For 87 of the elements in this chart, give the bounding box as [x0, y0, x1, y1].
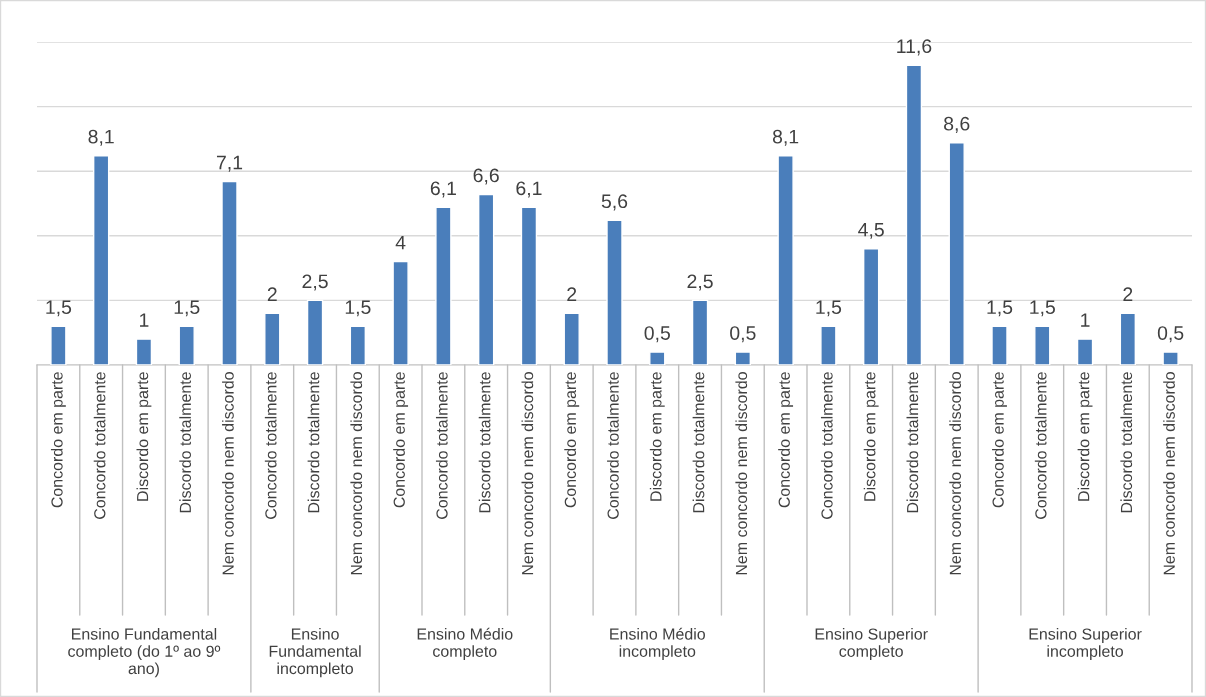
x-tick-label: Concordo em parte	[50, 372, 66, 508]
data-label: 2,5	[687, 274, 713, 291]
bar	[221, 180, 238, 365]
x-tick-label: Discordo totalmente	[1120, 372, 1133, 513]
data-label: 2	[567, 287, 577, 301]
bar	[563, 312, 580, 365]
bar	[948, 142, 965, 365]
x-tick-label: Discordo totalmente	[478, 372, 491, 513]
data-label: 2	[267, 287, 277, 301]
bar	[1119, 312, 1137, 365]
data-label: 1,5	[46, 300, 72, 317]
bar	[1076, 338, 1094, 365]
bar	[606, 219, 623, 365]
bar	[135, 338, 153, 365]
bar	[520, 206, 538, 365]
data-label: 0,5	[1157, 326, 1184, 343]
x-tick-label: Discordo totalmente	[906, 372, 919, 513]
x-tick-label: Concordo totalmente	[820, 372, 833, 519]
x-tick-label: Nem concordo nem discordo	[735, 372, 748, 575]
bar	[820, 325, 837, 365]
x-tick-label: Concordo em parte	[778, 372, 794, 508]
x-tick-label: Concordo totalmente	[93, 372, 106, 519]
bar	[991, 325, 1008, 365]
bar	[477, 193, 495, 365]
x-tick-label: Discordo totalmente	[307, 372, 320, 513]
x-tick-label: Concordo em parte	[564, 372, 580, 508]
bar	[435, 206, 452, 365]
text: Ensino Superior incompleto	[1029, 628, 1142, 661]
x-tick-label: Discordo em parte	[863, 372, 879, 501]
data-label: 5,6	[601, 194, 628, 211]
data-label: 6,6	[473, 168, 499, 185]
data-label: 8,1	[88, 129, 114, 146]
x-tick-label: Concordo totalmente	[607, 372, 619, 519]
data-label: 11,6	[897, 39, 932, 56]
bar	[349, 325, 367, 365]
data-label: 8,6	[944, 116, 970, 133]
data-label: 2	[1123, 287, 1133, 301]
x-tick-label: Concordo totalmente	[264, 372, 277, 519]
bar	[905, 64, 923, 365]
data-label: 1,5	[174, 300, 200, 317]
data-label: 6,1	[516, 181, 542, 198]
data-label: 1,5	[1030, 300, 1055, 317]
x-tick-label: Concordo em parte	[992, 372, 1007, 508]
data-label: 4	[395, 235, 406, 250]
data-label: 1,5	[345, 300, 371, 317]
bar	[50, 325, 67, 365]
x-tick-label: Nem concordo nem discordo	[350, 372, 363, 575]
x-tick-label: Concordo totalmente	[1034, 372, 1047, 519]
x-tick-label: Concordo em parte	[393, 372, 409, 508]
x-tick-label: Discordo totalmente	[179, 372, 192, 513]
data-label: 8,1	[772, 129, 799, 146]
data-label: 1	[140, 313, 149, 327]
bar	[649, 351, 666, 365]
data-label: 6,1	[430, 181, 456, 198]
bar	[691, 299, 709, 365]
data-label: 7,1	[216, 155, 243, 172]
x-tick-label: Discordo em parte	[1077, 372, 1093, 501]
bar	[178, 325, 195, 365]
x-tick-label: Discordo em parte	[649, 372, 665, 501]
x-tick-label: Discordo em parte	[136, 372, 152, 501]
bar	[306, 299, 324, 365]
data-label: 0,5	[730, 326, 756, 343]
text: Ensino Fundamental incompleto	[269, 628, 361, 678]
bar	[392, 260, 409, 365]
bar	[734, 351, 752, 365]
data-label: 4,5	[858, 222, 884, 239]
text: Ensino Superior completo	[815, 628, 928, 661]
text: Ensino Fundamental completo (do 1º ao 9º ano)	[68, 628, 221, 678]
x-tick-label: Nem concordo nem discordo	[949, 372, 962, 575]
x-tick-label: Nem concordo nem discordo	[1163, 372, 1175, 575]
data-label: 1	[1081, 313, 1090, 327]
text: Ensino Médio completo	[417, 627, 513, 661]
x-tick-label: Nem concordo nem discordo	[521, 372, 534, 575]
bar	[777, 155, 794, 365]
bar	[92, 155, 110, 365]
bar	[1162, 351, 1179, 365]
bar	[264, 312, 281, 365]
bar	[862, 248, 880, 365]
x-tick-label: Discordo totalmente	[692, 372, 705, 513]
bar	[1034, 325, 1051, 365]
data-label: 1,5	[987, 300, 1013, 317]
text: Ensino Médio incompleto	[610, 627, 705, 661]
data-label: 0,5	[644, 326, 670, 343]
x-tick-label: Nem concordo nem discordo	[222, 372, 234, 575]
x-tick-label: Concordo totalmente	[435, 372, 448, 519]
data-label: 2,5	[302, 274, 328, 291]
data-label: 1,5	[816, 300, 842, 317]
